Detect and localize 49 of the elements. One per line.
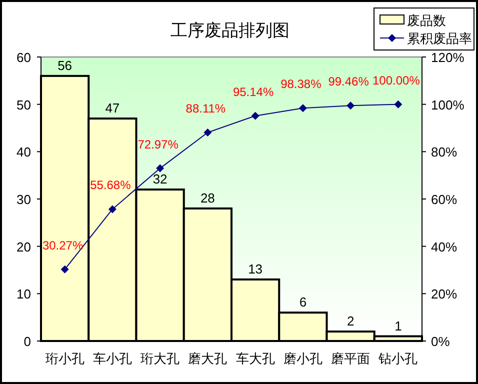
data-label: 47 bbox=[105, 100, 120, 116]
data-label: 95.14% bbox=[232, 84, 274, 99]
y-tick-label: 30 bbox=[16, 192, 31, 207]
x-tick-label: 钻小孔 bbox=[378, 351, 418, 366]
point bbox=[298, 104, 307, 112]
x-tick-label: 车大孔 bbox=[236, 351, 275, 366]
data-label: 55.68% bbox=[90, 178, 132, 192]
data-label: 30.27% bbox=[42, 238, 84, 252]
x-tick-label: 磨小孔 bbox=[283, 351, 322, 366]
data-label: 1 bbox=[394, 318, 402, 334]
data-label: 72.97% bbox=[138, 137, 179, 152]
point bbox=[156, 164, 164, 172]
data-label: 88.11% bbox=[186, 101, 226, 116]
y2-tick-label: 80% bbox=[431, 144, 458, 160]
y2-tick-label: 20% bbox=[431, 286, 458, 302]
data-label: 32 bbox=[152, 172, 168, 187]
data-label: 13 bbox=[248, 261, 263, 276]
data-label: 56 bbox=[58, 58, 72, 73]
y2-tick-label: 40% bbox=[431, 239, 458, 254]
x-tick-label: 珩大孔 bbox=[140, 351, 180, 366]
x-tick-label: 磨大孔 bbox=[188, 351, 228, 366]
data-label: 99.46% bbox=[328, 74, 370, 89]
y2-tick-label: 0% bbox=[431, 334, 450, 349]
data-label: 2 bbox=[346, 314, 354, 329]
data-label: 6 bbox=[299, 294, 307, 310]
y-tick-label: 20 bbox=[16, 239, 31, 254]
point bbox=[346, 102, 355, 110]
data-label: 100.00% bbox=[372, 73, 420, 88]
y-tick-label: 50 bbox=[16, 97, 31, 112]
y-tick-label: 0 bbox=[24, 334, 31, 349]
y-tick-label: 40 bbox=[16, 144, 31, 160]
point bbox=[204, 128, 212, 136]
legend-label: 废品数 bbox=[407, 13, 446, 28]
x-tick-label: 珩小孔 bbox=[45, 351, 84, 366]
y2-tick-label: 100% bbox=[431, 97, 465, 112]
point bbox=[251, 112, 260, 120]
x-tick-label: 车小孔 bbox=[92, 351, 132, 366]
y-tick-label: 60 bbox=[16, 50, 31, 65]
data-label: 98.38% bbox=[280, 77, 322, 92]
legend-label: 累积废品率 bbox=[407, 31, 472, 46]
point bbox=[108, 205, 116, 214]
point bbox=[60, 265, 69, 274]
x-tick-label: 磨平面 bbox=[331, 351, 370, 366]
point bbox=[394, 100, 402, 108]
y-tick-label: 10 bbox=[16, 286, 31, 302]
chart-title: 工序废品排列图 bbox=[170, 21, 290, 40]
y2-tick-label: 60% bbox=[431, 192, 458, 207]
y2-tick-label: 120% bbox=[431, 50, 465, 65]
data-label: 28 bbox=[200, 190, 215, 206]
